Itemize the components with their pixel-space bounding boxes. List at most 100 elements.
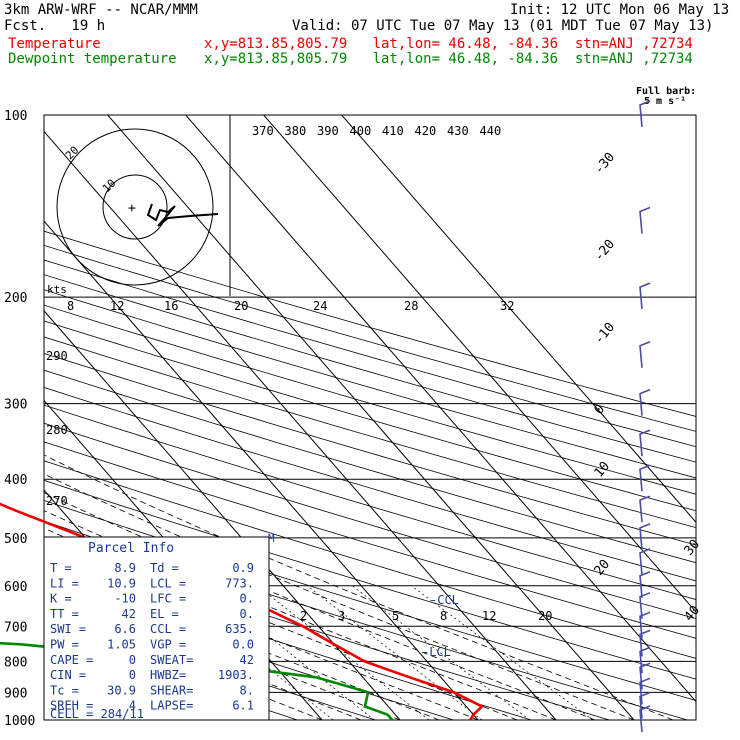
temp-right-label: -20 — [592, 237, 619, 265]
pressure-label: 900 — [4, 686, 27, 701]
dry-adiabat — [44, 404, 696, 600]
pressure-label: 200 — [4, 291, 27, 306]
theta-label: 390 — [317, 124, 339, 138]
dry-adiabat — [44, 441, 696, 639]
parcel-key: SWEAT= — [150, 653, 193, 667]
isotherm-line — [44, 310, 401, 720]
parcel-value: 0 — [129, 653, 136, 667]
dry-adiabat — [44, 289, 696, 479]
temp-right-label: 10 — [592, 459, 614, 481]
mixing-ratio-line — [411, 585, 594, 720]
parcel-key: LCL = — [150, 576, 186, 590]
parcel-value: 773. — [225, 576, 254, 590]
pressure-label: 100 — [4, 109, 27, 124]
pressure-label: 500 — [4, 532, 27, 547]
parcel-key: PW = — [50, 638, 79, 652]
wind-barb — [639, 523, 651, 550]
mixing-ratio-label: 8 — [440, 609, 447, 623]
parcel-value: 8.9 — [114, 561, 136, 575]
parcel-title: Parcel Info — [88, 541, 174, 556]
parcel-value: 0. — [240, 592, 254, 606]
hodo-axis-label: 16 — [164, 299, 178, 313]
dewpoint-location: x,y=813.85,805.79 lat,lon= 46.48, -84.36… — [204, 51, 693, 67]
dry-adiabat — [44, 387, 696, 582]
parcel-value: 30.9 — [107, 683, 136, 697]
dry-adiabat — [44, 564, 532, 720]
parcel-value: 635. — [225, 622, 254, 636]
moist-adiabat — [44, 454, 674, 720]
pressure-label: 800 — [4, 655, 27, 670]
parcel-key: SHEAR= — [150, 683, 193, 697]
parcel-value: 0 — [129, 668, 136, 682]
dewpoint-legend: Dewpoint temperature — [8, 51, 177, 67]
moist-adiabat — [44, 473, 635, 720]
parcel-value: 8. — [240, 683, 254, 697]
theta-left-label: 270 — [46, 494, 68, 508]
theta-label: 440 — [480, 124, 502, 138]
wind-barb — [639, 429, 651, 457]
wind-barb — [639, 611, 651, 639]
theta-label: 400 — [350, 124, 372, 138]
temp-right-label: -10 — [592, 320, 619, 348]
mixing-ratio-label: 12 — [482, 609, 496, 623]
isotherm-line — [263, 115, 696, 613]
hodo-units-label: kts — [47, 283, 67, 296]
theta-left-label: 280 — [46, 423, 68, 437]
hodo-axis-label: 32 — [500, 299, 514, 313]
parcel-key: VGP = — [150, 638, 186, 652]
wind-barb — [639, 705, 651, 733]
pressure-label: 1000 — [4, 714, 35, 729]
isotherm-line — [44, 220, 479, 720]
dry-adiabat — [44, 479, 696, 680]
wind-barb — [639, 629, 651, 657]
parcel-value: 1903. — [218, 668, 254, 682]
mixing-ratio-label: 2 — [300, 609, 307, 623]
theta-label: 420 — [415, 124, 437, 138]
theta-label: 410 — [382, 124, 404, 138]
dry-adiabat — [44, 353, 696, 546]
parcel-key: T = — [50, 561, 72, 575]
dewpoint-profile — [0, 641, 394, 721]
parcel-key: HWBZ= — [150, 668, 186, 682]
parcel-value: 42 — [240, 653, 254, 667]
temp-right-label: 40 — [682, 603, 704, 625]
dry-adiabat — [44, 274, 696, 463]
mixing-ratio-line — [351, 585, 531, 720]
hodo-ring-label: 20 — [63, 144, 82, 163]
parcel-key: CCL = — [150, 622, 186, 636]
wind-barb — [639, 677, 651, 705]
pressure-label: 300 — [4, 398, 27, 413]
parcel-marker: M — [268, 532, 275, 545]
temp-right-label: -30 — [592, 150, 619, 178]
dry-adiabat — [44, 422, 696, 620]
parcel-key: CIN = — [50, 668, 86, 682]
pressure-label: 400 — [4, 473, 27, 488]
mixing-ratio-line — [306, 585, 483, 720]
parcel-key: TT = — [50, 607, 79, 621]
wind-barb — [639, 282, 651, 310]
hodo-axis-label: 20 — [234, 299, 248, 313]
parcel-value: 0.9 — [232, 561, 254, 575]
mixing-ratio-label: 5 — [392, 609, 399, 623]
wind-barb — [639, 691, 651, 719]
pressure-label: 600 — [4, 580, 27, 595]
forecast-hour: Fcst. 19 h — [4, 18, 106, 34]
parcel-value: -10 — [114, 592, 136, 606]
parcel-value: 0. — [240, 607, 254, 621]
wind-barb — [639, 592, 651, 619]
parcel-value: 4 — [129, 699, 136, 713]
wind-barbs: Full barb:5 m s⁻¹ — [636, 86, 696, 733]
parcel-key: SREH = — [50, 699, 93, 713]
temperature-location: x,y=813.85,805.79 lat,lon= 46.48, -84.36… — [204, 36, 693, 52]
isotherm-line — [341, 115, 696, 524]
parcel-key: K = — [50, 592, 72, 606]
temp-right-label: 0 — [592, 402, 609, 418]
ccl-marker: -CCL — [430, 593, 459, 607]
theta-label: 370 — [252, 124, 274, 138]
parcel-value: 6.1 — [232, 699, 254, 713]
parcel-key: CAPE = — [50, 653, 93, 667]
mixing-ratio-line — [257, 585, 430, 720]
temperature-legend: Temperature — [8, 36, 101, 52]
